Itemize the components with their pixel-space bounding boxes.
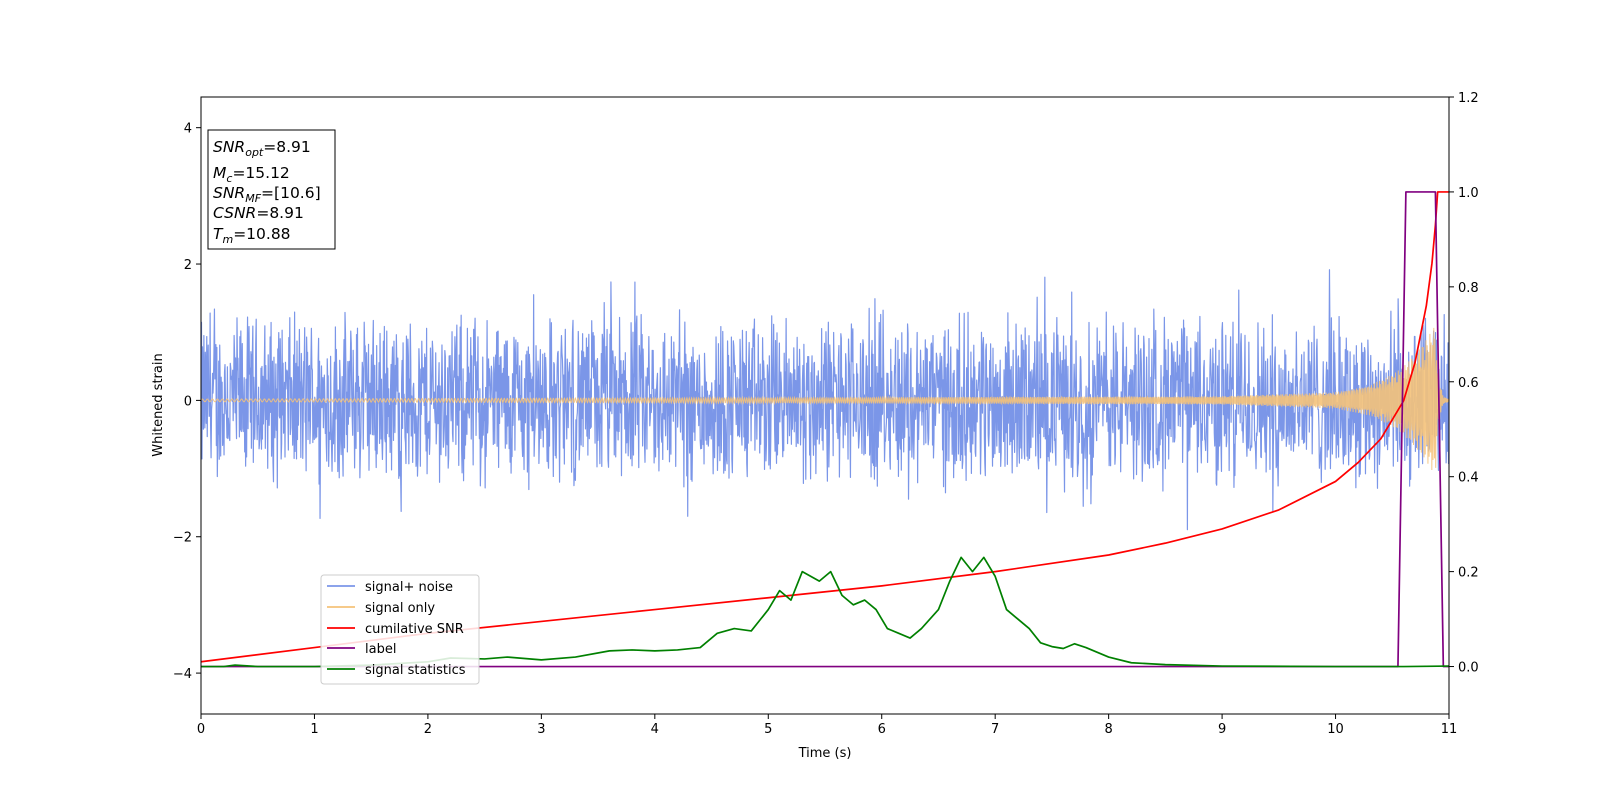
info-mc-symbol: M bbox=[213, 164, 226, 182]
y-tick-label: 0 bbox=[184, 394, 192, 409]
x-tick-label: 4 bbox=[651, 722, 659, 737]
plot-frame bbox=[200, 96, 1450, 715]
legend: signal+ noise signal only cumilative SNR… bbox=[320, 574, 480, 685]
x-tick-label: 2 bbox=[424, 722, 432, 737]
y2-tick-label: 0.2 bbox=[1458, 566, 1479, 581]
y2-tick-label: 0.8 bbox=[1458, 281, 1479, 296]
y2-tick-label: 0.6 bbox=[1458, 376, 1479, 391]
info-tm-symbol: T bbox=[213, 225, 224, 243]
y-tick-label: 2 bbox=[184, 258, 192, 273]
y-axis-left: −4 −2 0 2 4 bbox=[173, 122, 201, 682]
legend-label-cumulative-snr: cumilative SNR bbox=[365, 622, 464, 637]
legend-label-signal-statistics: signal statistics bbox=[365, 663, 466, 678]
series-layer bbox=[201, 191, 1449, 668]
info-snr-opt: SNRopt=8.91 bbox=[213, 138, 311, 159]
y-axis-right: 0.0 0.2 0.4 0.6 0.8 1.0 1.2 bbox=[1449, 91, 1479, 676]
info-mc-value: =15.12 bbox=[232, 164, 289, 182]
y2-tick-label: 1.2 bbox=[1458, 91, 1479, 106]
x-tick-label: 8 bbox=[1104, 722, 1112, 737]
info-csnr-value: =8.91 bbox=[256, 204, 304, 222]
info-snr-mf-value: =[10.6] bbox=[261, 184, 321, 202]
y2-tick-label: 1.0 bbox=[1458, 186, 1479, 201]
legend-frame bbox=[320, 574, 480, 685]
info-box: SNRopt=8.91 Mc=15.12 SNRMF=[10.6] CSNR=8… bbox=[207, 129, 336, 250]
y-tick-label: −4 bbox=[173, 667, 192, 682]
x-tick-label: 6 bbox=[878, 722, 886, 737]
series-signal-only-line bbox=[201, 327, 1449, 470]
series-cumulative-snr-line bbox=[201, 191, 1449, 663]
info-snr-mf-subscript: MF bbox=[245, 192, 261, 205]
x-tick-label: 11 bbox=[1441, 722, 1458, 737]
info-tm-subscript: m bbox=[222, 233, 233, 246]
y2-tick-label: 0.0 bbox=[1458, 661, 1479, 676]
info-box-frame bbox=[207, 129, 336, 250]
x-tick-label: 5 bbox=[764, 722, 772, 737]
info-snr-mf: SNRMF=[10.6] bbox=[213, 184, 321, 205]
series-signal-noise-line bbox=[201, 269, 1449, 531]
info-mc-subscript: c bbox=[226, 172, 232, 185]
info-mc: Mc=15.12 bbox=[213, 164, 290, 185]
x-tick-label: 7 bbox=[991, 722, 999, 737]
y-axis-label: Whitened strain bbox=[151, 353, 166, 456]
x-tick-label: 0 bbox=[197, 722, 205, 737]
y-tick-label: −2 bbox=[173, 531, 192, 546]
series-signal-statistics-line bbox=[201, 556, 1449, 668]
info-tm-value: =10.88 bbox=[233, 225, 290, 243]
x-tick-label: 1 bbox=[310, 722, 318, 737]
info-snr-opt-symbol: SNR bbox=[213, 138, 245, 156]
x-axis-label: Time (s) bbox=[798, 746, 852, 761]
x-tick-label: 10 bbox=[1327, 722, 1344, 737]
legend-label-signal-only: signal only bbox=[365, 601, 435, 616]
info-snr-opt-subscript: opt bbox=[245, 146, 264, 159]
y-tick-label: 4 bbox=[184, 122, 192, 137]
legend-label-label: label bbox=[365, 642, 396, 657]
x-tick-label: 9 bbox=[1218, 722, 1226, 737]
y2-tick-label: 0.4 bbox=[1458, 471, 1479, 486]
info-tm: Tm=10.88 bbox=[213, 225, 291, 246]
info-csnr: CSNR=8.91 bbox=[213, 204, 304, 222]
legend-label-signal-noise: signal+ noise bbox=[365, 580, 453, 595]
info-snr-mf-symbol: SNR bbox=[213, 184, 245, 202]
x-tick-label: 3 bbox=[537, 722, 545, 737]
info-snr-opt-value: =8.91 bbox=[263, 138, 311, 156]
info-csnr-symbol: CSNR bbox=[213, 204, 256, 222]
x-axis: 0 1 2 3 4 5 6 7 8 9 10 11 bbox=[197, 714, 1457, 737]
